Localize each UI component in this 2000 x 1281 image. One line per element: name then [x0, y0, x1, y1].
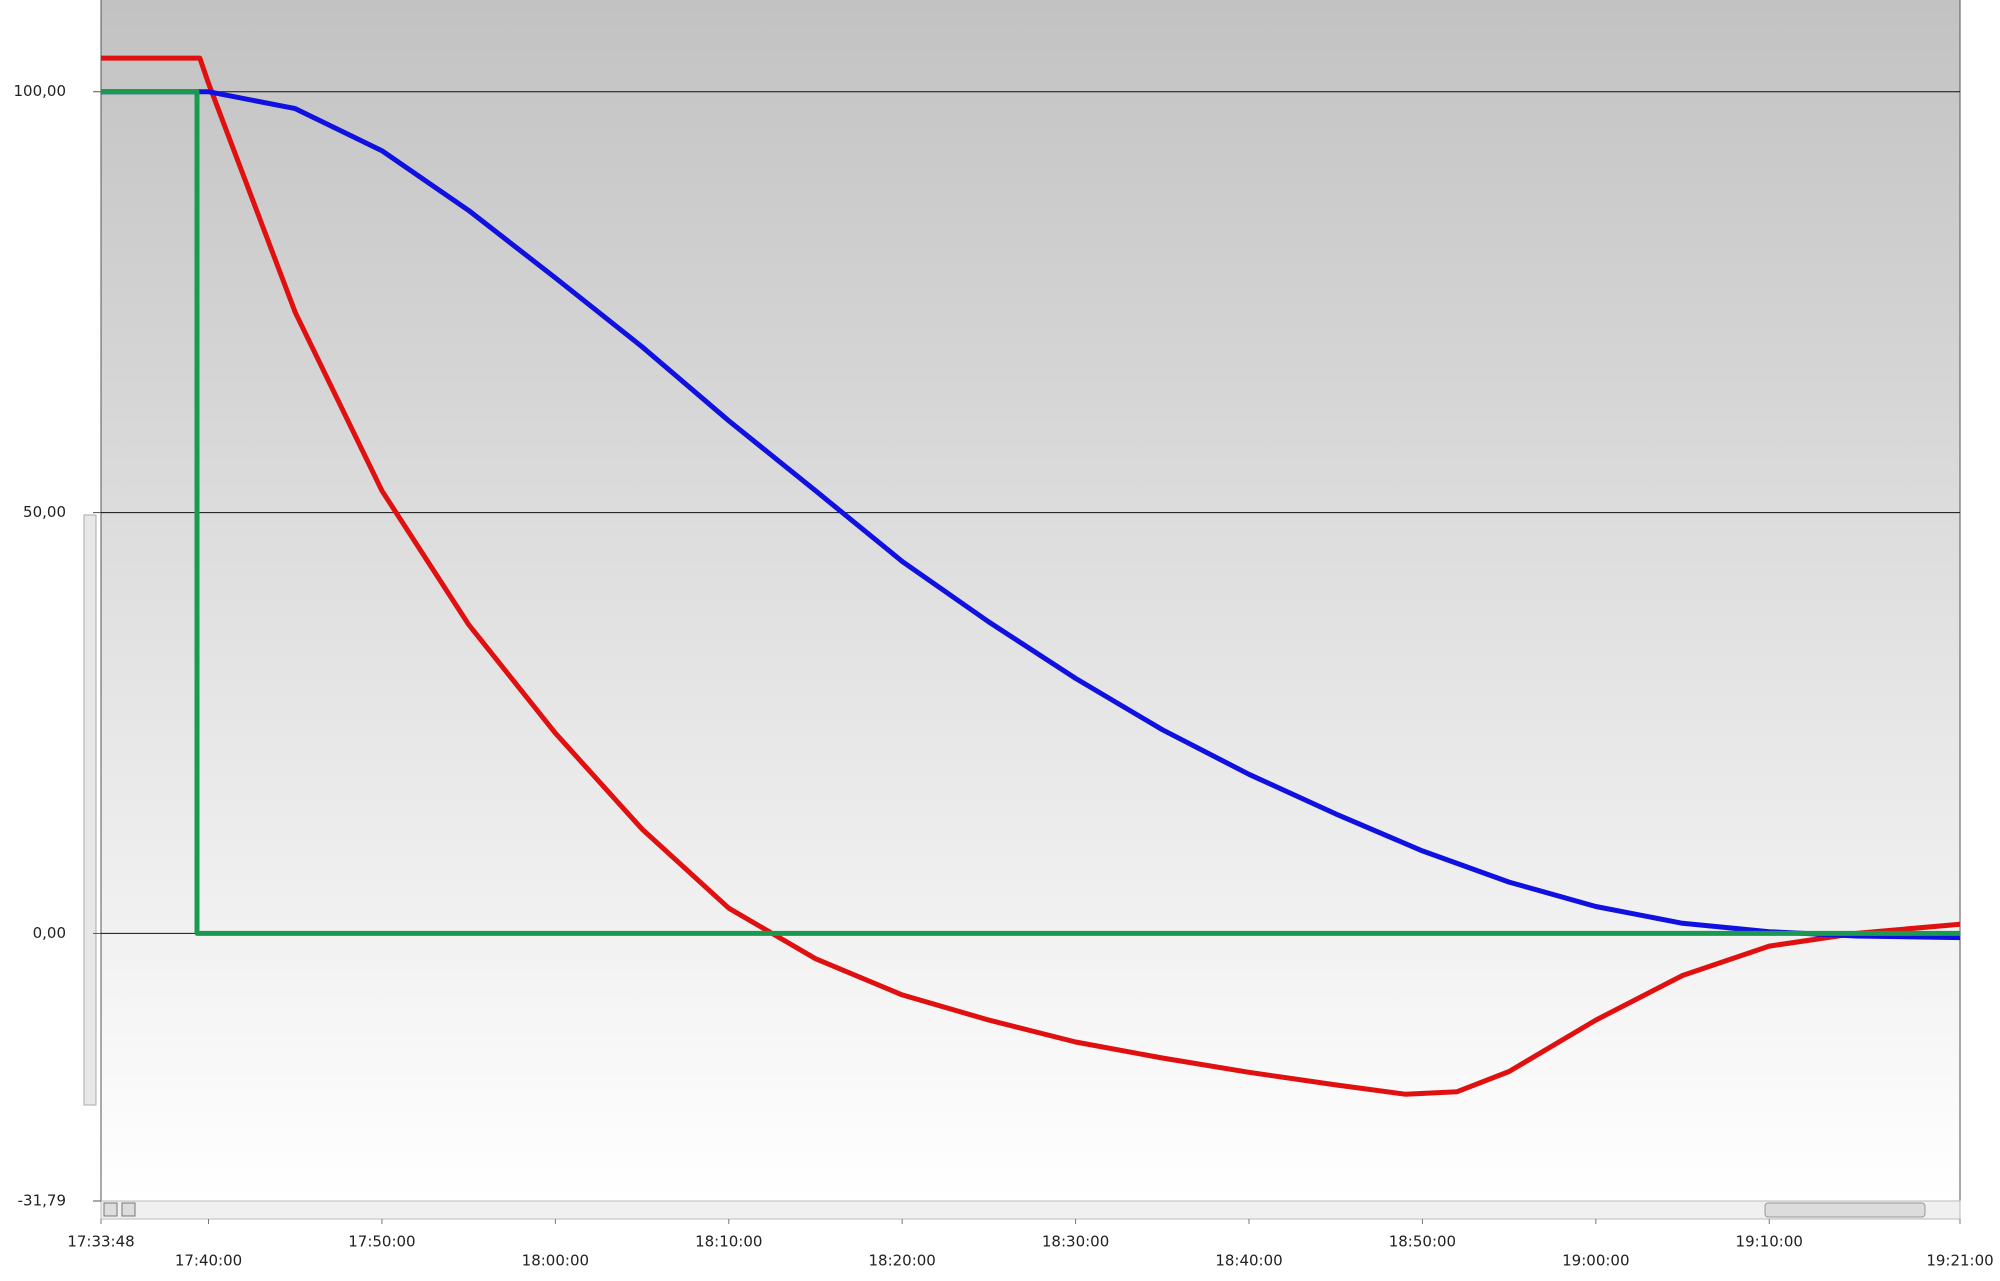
scroll-thumb[interactable]: [1764, 1202, 1926, 1218]
x-tick-label: 17:50:00: [348, 1233, 415, 1251]
zoom-button[interactable]: [103, 1202, 118, 1217]
x-tick-label: 19:21:00: [1926, 1252, 1993, 1270]
x-tick-label: 19:00:00: [1562, 1252, 1629, 1270]
y-tick-label: -31,79: [18, 1192, 66, 1210]
x-tick-label: 18:20:00: [868, 1252, 935, 1270]
x-tick-label: 18:50:00: [1389, 1233, 1456, 1251]
y-tick-label: 100,00: [14, 82, 67, 100]
x-tick-label: 18:30:00: [1042, 1233, 1109, 1251]
y-tick-label: 50,00: [23, 503, 66, 521]
series-line: [101, 89, 1960, 936]
reset-button[interactable]: [121, 1202, 136, 1217]
x-tick-label: 17:40:00: [175, 1252, 242, 1270]
series-line: [101, 55, 1961, 1097]
x-tick-label: 19:10:00: [1736, 1233, 1803, 1251]
series-line: [101, 89, 1961, 941]
plot-area: [101, 0, 1960, 1201]
x-tick-label: 18:10:00: [695, 1233, 762, 1251]
y-tick-label: 0,00: [33, 924, 66, 942]
x-tick-label: 17:33:48: [67, 1233, 134, 1251]
vertical-scrollbar[interactable]: [83, 514, 97, 1106]
x-tick-label: 18:40:00: [1215, 1252, 1282, 1270]
x-tick-label: 18:00:00: [522, 1252, 589, 1270]
horizontal-scrollbar[interactable]: [100, 1200, 1961, 1220]
